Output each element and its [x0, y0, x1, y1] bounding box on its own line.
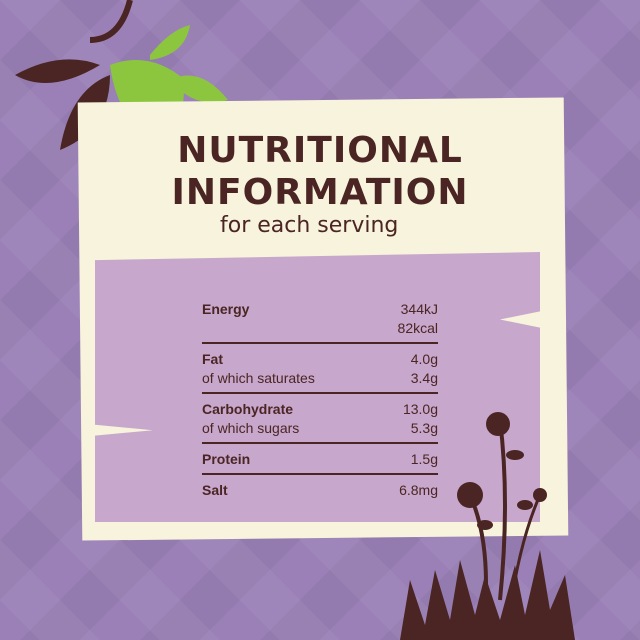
title-line-1: NUTRITIONAL — [177, 130, 463, 171]
nutrition-row-fat: Fat 4.0g of which saturates 3.4g — [202, 348, 438, 394]
nutrient-name: Protein — [202, 451, 251, 467]
nutrient-name: Fat — [202, 351, 223, 367]
nutrient-sub-name: of which saturates — [202, 370, 315, 386]
nutrient-value: 344kJ — [400, 301, 438, 317]
nutrition-row-salt: Salt 6.8mg — [202, 479, 438, 504]
nutrition-row-energy: Energy 344kJ 82kcal — [202, 298, 438, 344]
subtitle: for each serving — [220, 213, 399, 238]
nutrient-name: Energy — [202, 301, 250, 317]
nutrient-value: 13.0g — [402, 401, 438, 417]
nutrient-sub-name: of which sugars — [202, 420, 300, 436]
nutrition-row-protein: Protein 1.5g — [202, 448, 438, 475]
nutrition-row-carbohydrate: Carbohydrate 13.0g of which sugars 5.3g — [202, 398, 438, 444]
nutrient-sub-value: 3.4g — [410, 370, 438, 386]
title-line-2: INFORMATION — [171, 172, 469, 213]
nutrient-value: 6.8mg — [399, 482, 438, 498]
flowers-grass-illustration — [400, 412, 575, 640]
nutrient-sub-value: 5.3g — [410, 420, 438, 436]
nutrient-name: Salt — [202, 482, 228, 498]
nutrient-value: 4.0g — [410, 351, 438, 367]
nutrient-sub-value: 82kcal — [397, 320, 438, 336]
nutrition-panel — [95, 252, 540, 522]
nutrition-table: Energy 344kJ 82kcal Fat 4.0g of which satu… — [202, 298, 438, 508]
nutrient-value: 1.5g — [410, 451, 438, 467]
nutrient-name: Carbohydrate — [202, 401, 294, 417]
